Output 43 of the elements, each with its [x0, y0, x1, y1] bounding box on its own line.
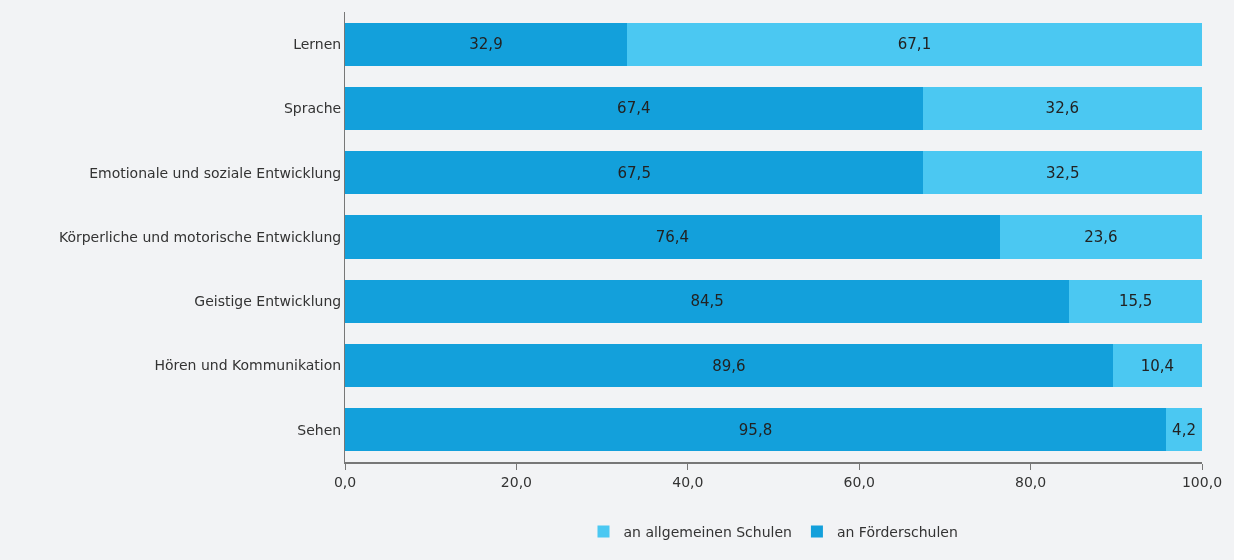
- data-label: 95,8: [738, 420, 773, 439]
- data-label: 89,6: [712, 356, 746, 375]
- y-tick-label: Emotionale und soziale Entwicklung: [89, 164, 342, 181]
- bar: [999, 215, 1202, 259]
- bar: [345, 215, 1000, 259]
- legend-label: an Förderschulen: [836, 524, 958, 541]
- legend-label: an allgemeinen Schulen: [623, 524, 792, 541]
- bar: [345, 344, 1113, 388]
- bar: [345, 279, 1070, 323]
- data-label: 84,5: [690, 292, 724, 311]
- data-label: 32,6: [1045, 99, 1080, 118]
- x-tick-label: 40,0: [672, 473, 704, 490]
- y-tick-label: Geistige Entwicklung: [194, 293, 342, 310]
- y-tick-label: Lernen: [293, 36, 342, 53]
- bar: [923, 151, 1202, 195]
- y-tick-label: Körperliche und motorische Entwicklung: [58, 228, 342, 245]
- bar: [345, 151, 924, 195]
- data-label: 10,4: [1140, 356, 1175, 375]
- data-label: 32,9: [469, 35, 503, 54]
- y-tick-label: Hören und Kommunikation: [154, 357, 342, 374]
- x-tick-label: 0,0: [333, 473, 357, 490]
- x-tick-label: 100,0: [1181, 473, 1223, 490]
- bar: [1069, 279, 1202, 323]
- data-label: 32,5: [1046, 163, 1080, 182]
- data-label: 67,4: [617, 99, 651, 118]
- bar: [922, 86, 1202, 130]
- bar: [1166, 408, 1202, 452]
- y-tick-label: Sprache: [283, 100, 342, 117]
- data-label: 76,4: [655, 228, 690, 246]
- y-tick-label: Sehen: [297, 421, 342, 438]
- data-label: 4,2: [1172, 420, 1196, 439]
- bar: [345, 22, 627, 66]
- data-label: 23,6: [1084, 228, 1118, 246]
- data-label: 15,5: [1118, 292, 1153, 311]
- bar: [345, 86, 923, 130]
- bar: [626, 22, 1202, 66]
- bar: [345, 408, 1167, 452]
- x-tick-label: 80,0: [1015, 473, 1047, 490]
- bar: [1112, 344, 1202, 388]
- x-tick-label: 20,0: [500, 473, 532, 490]
- data-label: 67,1: [897, 35, 932, 54]
- data-label: 67,5: [617, 163, 651, 182]
- x-tick-label: 60,0: [843, 473, 875, 490]
